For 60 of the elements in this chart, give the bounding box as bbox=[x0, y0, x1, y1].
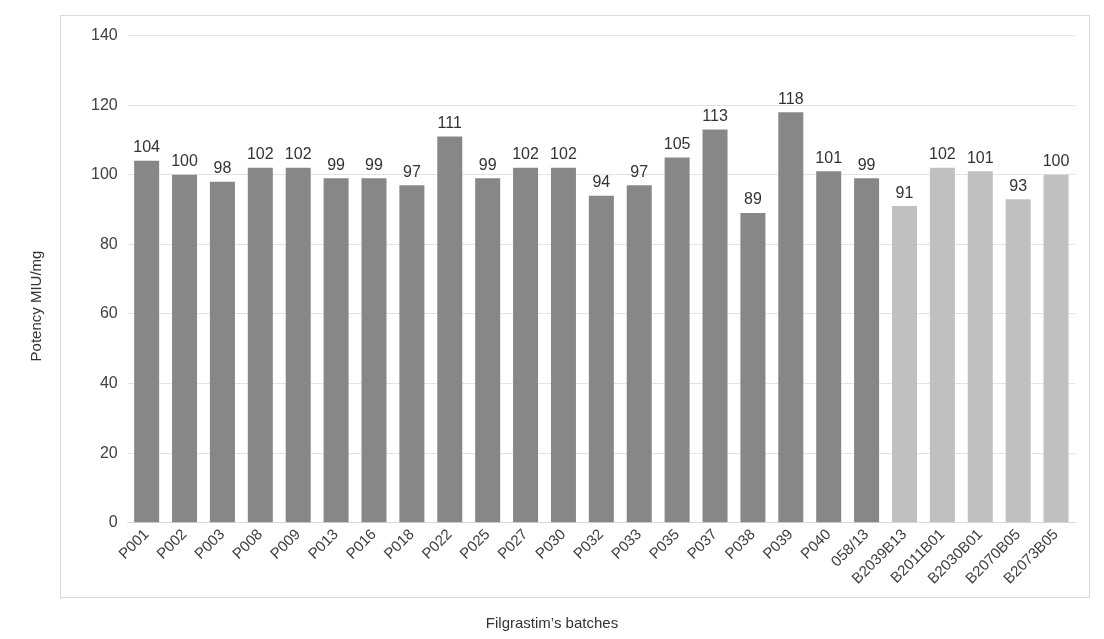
y-tick-label: 100 bbox=[90, 165, 118, 183]
data-label: 102 bbox=[550, 145, 577, 163]
y-tick-label: 0 bbox=[108, 513, 118, 531]
bar bbox=[891, 206, 917, 523]
bar bbox=[929, 167, 955, 523]
data-label: 93 bbox=[1009, 176, 1028, 194]
bar bbox=[626, 185, 652, 523]
data-label: 101 bbox=[966, 148, 994, 166]
data-label: 101 bbox=[815, 148, 843, 166]
bar bbox=[399, 185, 425, 523]
y-tick-label: 20 bbox=[99, 443, 118, 461]
data-label: 89 bbox=[744, 190, 762, 208]
bar bbox=[1043, 174, 1069, 523]
data-label: 99 bbox=[365, 155, 383, 173]
bar bbox=[588, 195, 614, 523]
data-label: 102 bbox=[246, 145, 274, 163]
data-label: 99 bbox=[478, 155, 497, 173]
bar bbox=[134, 160, 160, 523]
x-axis-title: Filgrastim’s batches bbox=[484, 614, 620, 631]
data-label: 102 bbox=[512, 145, 540, 163]
data-label: 102 bbox=[929, 145, 956, 163]
y-tick-label: 80 bbox=[99, 234, 118, 252]
data-label: 99 bbox=[327, 155, 346, 173]
bar bbox=[664, 157, 690, 523]
bar bbox=[323, 178, 349, 523]
bar bbox=[740, 213, 766, 523]
y-tick-label: 120 bbox=[90, 95, 118, 113]
y-tick-label: 140 bbox=[90, 26, 118, 44]
y-tick-label: 60 bbox=[99, 304, 118, 322]
bar bbox=[816, 171, 842, 523]
data-label: 94 bbox=[592, 173, 611, 191]
bar bbox=[1005, 199, 1031, 523]
bar bbox=[285, 167, 311, 523]
data-label: 111 bbox=[437, 113, 463, 131]
bar bbox=[854, 178, 880, 523]
bar bbox=[702, 129, 728, 523]
data-label: 102 bbox=[284, 145, 312, 163]
data-label: 98 bbox=[213, 159, 232, 177]
data-label: 97 bbox=[402, 162, 421, 180]
data-label: 100 bbox=[171, 152, 198, 170]
y-axis-title: Potency MIU/mg bbox=[26, 250, 44, 362]
data-label: 113 bbox=[702, 106, 728, 124]
bar bbox=[361, 178, 387, 523]
bar bbox=[475, 178, 501, 523]
bar bbox=[172, 174, 198, 523]
bar bbox=[550, 167, 576, 523]
data-label: 100 bbox=[1042, 152, 1070, 170]
bar bbox=[209, 181, 235, 523]
data-label: 104 bbox=[133, 138, 161, 156]
data-label: 97 bbox=[630, 162, 649, 180]
data-label: 105 bbox=[663, 134, 691, 152]
bar bbox=[513, 167, 539, 523]
bar bbox=[778, 112, 804, 523]
data-label: 118 bbox=[778, 89, 804, 107]
y-tick-label: 40 bbox=[99, 373, 118, 391]
bar bbox=[437, 136, 463, 523]
data-label: 91 bbox=[895, 183, 914, 201]
bar bbox=[967, 171, 993, 523]
bar bbox=[247, 167, 273, 523]
data-label: 99 bbox=[857, 155, 876, 173]
